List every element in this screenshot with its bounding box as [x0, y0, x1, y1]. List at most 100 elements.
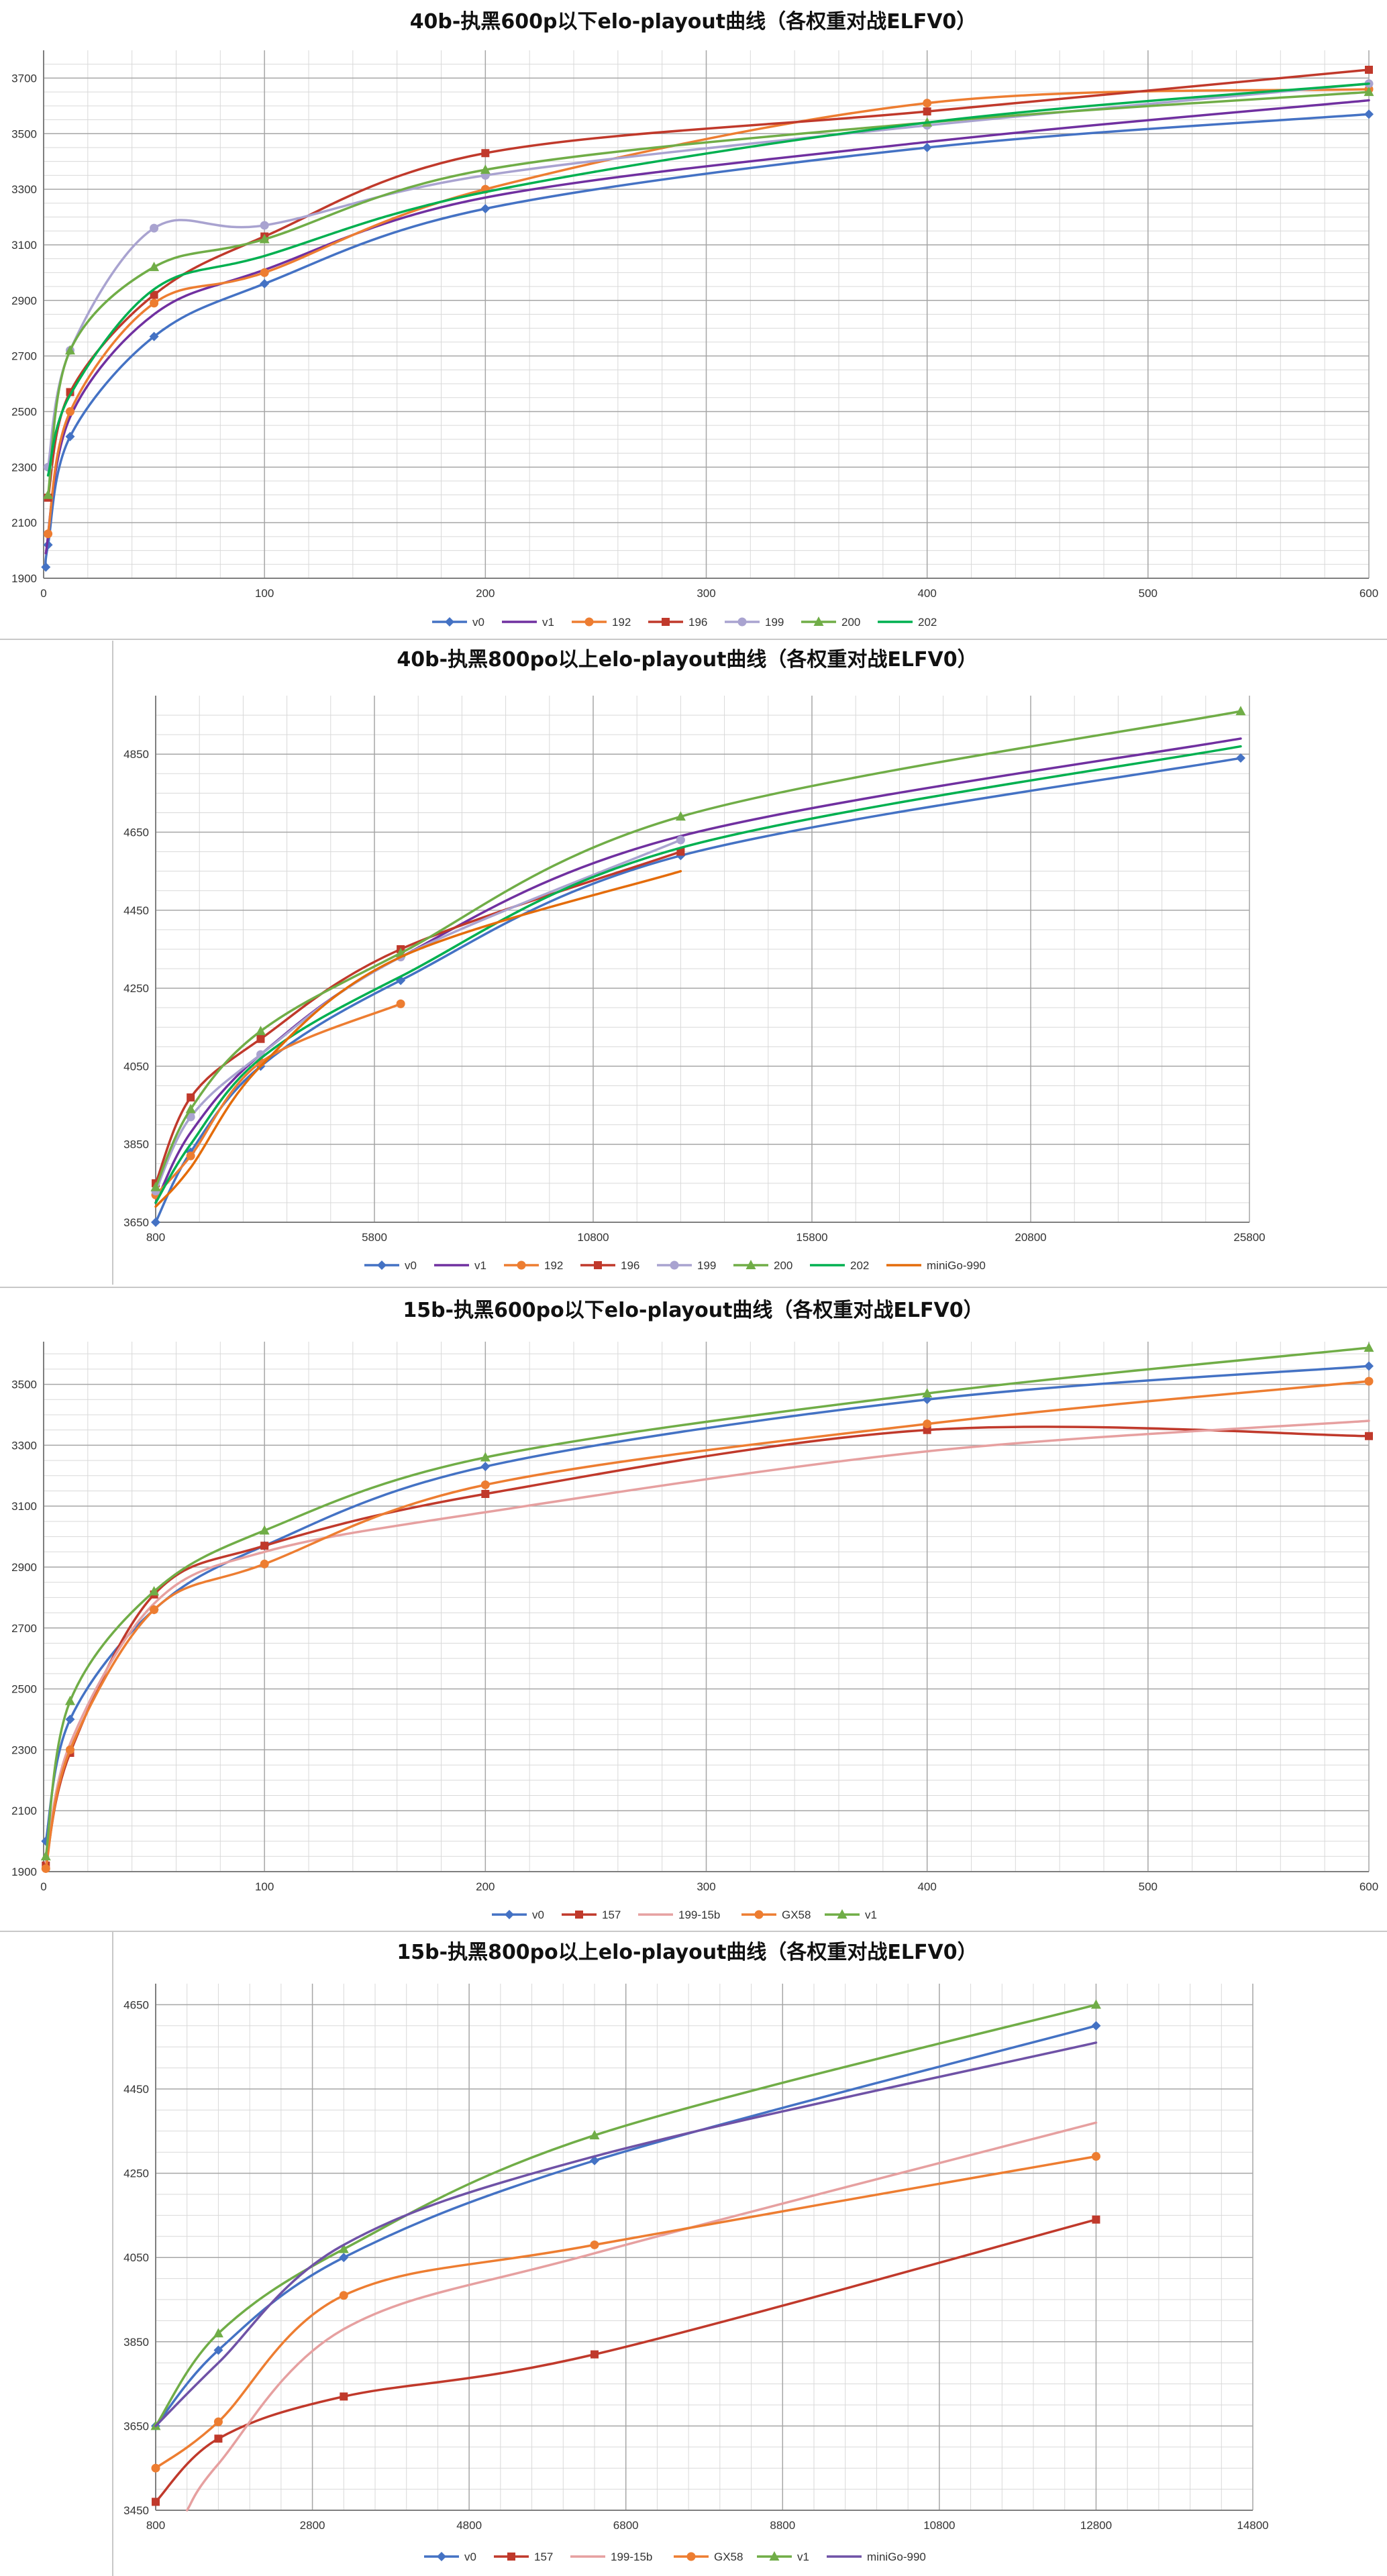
legend-marker: [754, 1910, 764, 1919]
data-point-v1: [149, 1586, 160, 1596]
legend-label: 196: [621, 1259, 639, 1272]
legend-label: miniGo-990: [867, 2551, 926, 2563]
legend-marker: [769, 2551, 780, 2561]
series-line-192: [46, 88, 1370, 535]
series-v0: [41, 1361, 1374, 1846]
legend-marker: [594, 1261, 602, 1269]
data-point-v1: [65, 1695, 75, 1705]
x-tick-label: 10800: [577, 1231, 609, 1244]
legend: v0 157 199-15b GX58 v1 miniGo-990: [424, 2551, 926, 2563]
series-line-200: [46, 91, 1370, 496]
gridlines: [43, 1342, 1370, 1872]
series-minigo-990: [154, 2041, 1098, 2428]
data-point-200: [480, 164, 491, 174]
y-tick-label: 3700: [11, 72, 37, 85]
series-v1: [150, 1999, 1101, 2430]
y-tick-label: 4450: [123, 2083, 149, 2096]
data-point-v1: [259, 1525, 270, 1535]
chart-svg: 15b-执黑600po以下elo-playout曲线（各权重对战ELFV0）0 1…: [11, 1299, 1378, 1921]
chart-title: 15b-执黑800po以上elo-playout曲线（各权重对战ELFV0）: [397, 1941, 977, 1964]
legend-label: v0: [405, 1259, 417, 1272]
legend-marker: [813, 616, 824, 626]
data-point-v0: [260, 278, 270, 288]
data-point-192: [186, 1151, 195, 1161]
chart-panel-2: 40b-执黑800po以上elo-playout曲线（各权重对战ELFV0） 80…: [0, 641, 1387, 1285]
y-tick-label: 4050: [123, 1060, 149, 1073]
series-line-gx58: [44, 1380, 1370, 1870]
data-point-200: [1235, 706, 1246, 716]
legend-label: GX58: [714, 2551, 743, 2563]
series-199-15b: [44, 1419, 1370, 1864]
legend-label: 200: [841, 616, 860, 629]
legend-item-gx58: GX58: [674, 2551, 743, 2563]
y-tick-label: 4650: [123, 826, 149, 839]
series-202: [46, 82, 1370, 477]
y-tick-label: 2100: [11, 1805, 37, 1817]
divider: [0, 1287, 1387, 1288]
legend-item-gx58: GX58: [741, 1909, 811, 1921]
legend-label: 202: [850, 1259, 869, 1272]
legend-marker: [505, 1910, 514, 1919]
legend-item-192: 192: [572, 616, 631, 629]
series-line-v0: [154, 757, 1242, 1224]
legend: v0 157 199-15b GX58 v1: [492, 1909, 877, 1921]
data-point-157: [481, 1490, 490, 1499]
series-gx58: [151, 2151, 1100, 2473]
x-tick-label: 4800: [456, 2519, 482, 2532]
x-tick-label: 100: [255, 587, 274, 600]
series-line-v1: [44, 1346, 1370, 1858]
legend-label: miniGo-990: [927, 1259, 986, 1272]
data-point-v0: [149, 331, 159, 341]
legend-label: v1: [865, 1909, 877, 1921]
legend-label: 157: [602, 1909, 621, 1921]
data-point-gx58: [151, 2463, 160, 2473]
data-point-v0: [590, 2155, 599, 2165]
legend-label: 202: [918, 616, 937, 629]
series-v0: [151, 753, 1245, 1227]
legend-item-v0: v0: [364, 1259, 417, 1272]
gridlines: [155, 1984, 1253, 2511]
data-point-gx58: [480, 1480, 490, 1489]
legend-marker: [437, 2552, 446, 2561]
x-tick-label: 8800: [770, 2519, 795, 2532]
data-point-v1: [480, 1452, 491, 1462]
series-gx58: [41, 1377, 1374, 1873]
data-point-200: [675, 811, 686, 821]
series-line-v0: [44, 1364, 1370, 1843]
data-point-v0: [1364, 1361, 1374, 1371]
series-196: [44, 65, 1373, 502]
legend-label: 196: [688, 616, 707, 629]
legend-marker: [575, 1911, 583, 1919]
series-v1: [44, 99, 1370, 555]
x-tick-label: 10800: [923, 2519, 955, 2532]
data-point-200: [259, 233, 270, 244]
gridlines: [43, 50, 1370, 579]
legend-label: v1: [542, 616, 554, 629]
series-minigo-990: [154, 869, 682, 1208]
y-tick-label: 2300: [11, 1743, 37, 1756]
data-point-gx58: [339, 2291, 348, 2300]
x-tick-label: 2800: [300, 2519, 325, 2532]
data-point-v0: [213, 2345, 223, 2355]
x-tick-label: 300: [697, 1880, 715, 1893]
series-line-v1: [154, 737, 1242, 1204]
chart-panel-1: 40b-执黑600p以下elo-playout曲线（各权重对战ELFV0） 0 10…: [0, 0, 1387, 637]
data-point-v0: [922, 142, 932, 152]
legend-item-199-15b: 199-15b: [570, 2551, 652, 2563]
data-point-192: [923, 99, 932, 108]
x-tick-label: 400: [917, 587, 936, 600]
legend-item-v1: v1: [757, 2551, 809, 2563]
legend-item-v1: v1: [825, 1909, 877, 1921]
series-157: [42, 1426, 1373, 1870]
y-tick-label: 3100: [11, 1500, 37, 1513]
x-tick-label: 500: [1139, 1880, 1158, 1893]
y-tick-label: 3850: [123, 2336, 149, 2349]
y-tick-label: 1900: [11, 572, 37, 585]
data-point-200: [1364, 87, 1374, 97]
series-line-minigo-990: [154, 2041, 1098, 2428]
legend-label: 199: [697, 1259, 716, 1272]
data-point-192: [260, 268, 269, 277]
data-point-157: [340, 2392, 348, 2401]
legend-marker: [837, 1909, 847, 1919]
data-point-200: [185, 1104, 196, 1114]
